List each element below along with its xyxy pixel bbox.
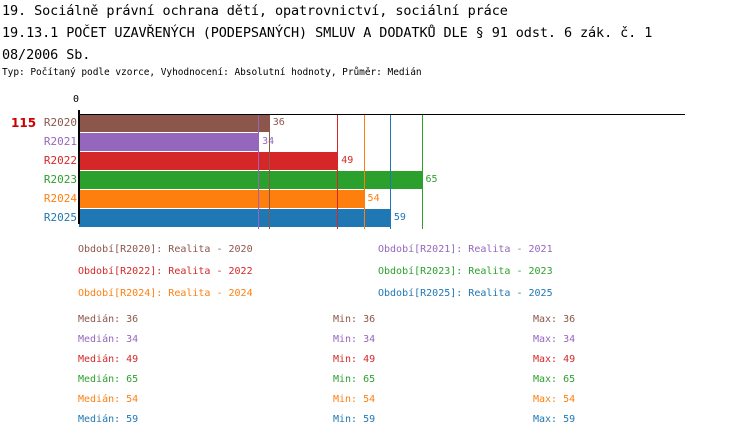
report-header: 19. Sociálně právní ochrana dětí, opatro…	[2, 0, 748, 66]
bar-row[interactable]: 34	[79, 133, 685, 151]
legend-item[interactable]: Období[R2020]: Realita - 2020	[78, 244, 253, 255]
bar-value-label: 34	[262, 135, 274, 149]
legend-item[interactable]: Období[R2025]: Realita - 2025	[378, 288, 553, 299]
stat-max: Max: 34	[533, 334, 576, 345]
gridline-r2023	[421, 114, 423, 229]
report-subtitle: Typ: Počítaný podle vzorce, Vyhodnocení:…	[2, 67, 422, 78]
category-label-r2022: R2022	[43, 154, 77, 167]
stat-median: Medián: 54	[78, 394, 139, 405]
bar-row[interactable]: 49	[79, 152, 685, 170]
category-label-r2023: R2023	[43, 173, 77, 186]
bar-r2025[interactable]	[79, 209, 390, 227]
bar-r2022[interactable]	[79, 152, 338, 170]
chart-legend: Období[R2020]: Realita - 2020 Období[R202…	[0, 243, 750, 303]
report-title-line-1: 19. Sociálně právní ochrana dětí, opatro…	[2, 3, 508, 19]
axis-vertical-line	[78, 110, 80, 224]
axis-zero-tick-label: 0	[73, 94, 80, 105]
stat-median: Medián: 65	[78, 374, 139, 385]
stat-min: Min: 36	[333, 314, 376, 325]
gridline-r2025	[389, 114, 391, 229]
stat-min: Min: 34	[333, 334, 376, 345]
plot-area: 36 34 49 65 54 59	[79, 114, 685, 234]
stat-median: Medián: 36	[78, 314, 139, 325]
legend-item[interactable]: Období[R2023]: Realita - 2023	[378, 266, 553, 277]
stat-min: Min: 59	[333, 414, 376, 425]
stat-max: Max: 54	[533, 394, 576, 405]
bar-row[interactable]: 65	[79, 171, 685, 189]
stat-max: Max: 49	[533, 354, 576, 365]
bar-value-label: 49	[341, 155, 354, 166]
bar-r2020[interactable]	[79, 114, 269, 132]
stat-median: Medián: 49	[78, 354, 139, 365]
gridline-r2024	[363, 114, 365, 229]
legend-item[interactable]: Období[R2022]: Realita - 2022	[78, 266, 253, 277]
category-axis-labels: R2020 R2021 R2022 R2023 R2024 R2025	[0, 114, 77, 234]
axis-top-line	[79, 114, 685, 115]
gridline-r2021	[258, 114, 260, 229]
bar-row[interactable]: 59	[79, 209, 685, 227]
stat-max: Max: 65	[533, 374, 576, 385]
bar-value-label: 59	[393, 212, 406, 223]
statistics-table: Medián: 36 Min: 36 Max: 36 Medián: 34 Min: 3…	[0, 313, 750, 438]
stat-min: Min: 54	[333, 394, 376, 405]
gridline-r2020	[268, 114, 270, 229]
stat-median: Medián: 34	[78, 334, 139, 345]
stat-median: Medián: 59	[78, 414, 139, 425]
category-label-r2021: R2021	[43, 135, 77, 148]
stat-min: Min: 49	[333, 354, 376, 365]
bar-value-label: 36	[272, 117, 285, 128]
stat-max: Max: 59	[533, 414, 576, 425]
bar-value-label: 65	[425, 174, 438, 185]
category-label-r2024: R2024	[43, 192, 77, 205]
bar-r2021[interactable]	[79, 133, 259, 151]
report-title-line-2: 19.13.1 POČET UZAVŘENÝCH (PODEPSANÝCH) S…	[2, 25, 653, 41]
legend-item[interactable]: Období[R2021]: Realita - 2021	[378, 244, 553, 255]
legend-item[interactable]: Období[R2024]: Realita - 2024	[78, 288, 253, 299]
report-title-line-3: 08/2006 Sb.	[2, 47, 91, 63]
bar-r2024[interactable]	[79, 190, 364, 208]
gridline-r2022	[337, 114, 339, 229]
bar-row[interactable]: 54	[79, 190, 685, 208]
axis-max-value-label: 115	[11, 116, 37, 130]
bar-row[interactable]: 36	[79, 114, 685, 132]
stat-max: Max: 36	[533, 314, 576, 325]
stat-min: Min: 65	[333, 374, 376, 385]
category-label-r2020: R2020	[43, 116, 77, 129]
bar-r2023[interactable]	[79, 171, 422, 189]
bar-value-label: 54	[367, 193, 380, 204]
category-label-r2025: R2025	[43, 211, 77, 224]
